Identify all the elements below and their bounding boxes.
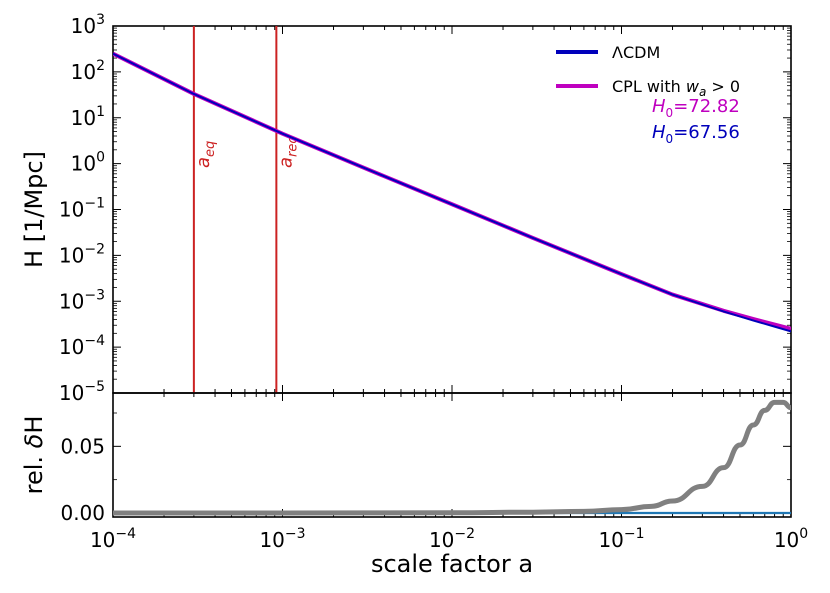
vline-label-a-eq: aeq <box>193 141 218 168</box>
y-tick-label: 0.05 <box>60 434 105 458</box>
x-tick-label: 10−3 <box>259 526 305 552</box>
y-tick-label: 10−1 <box>59 196 105 222</box>
legend-label-lcdm: ΛCDM <box>612 43 660 62</box>
x-axis-label: scale factor a <box>371 550 533 578</box>
y-tick-label: 10−4 <box>59 333 105 359</box>
bottom-y-axis-label: rel. δH <box>20 416 48 495</box>
x-tick-label: 10−1 <box>598 526 644 552</box>
series-line-lcdm <box>113 52 791 333</box>
top-y-axis-label: H [1/Mpc] <box>20 151 48 268</box>
y-tick-label: 101 <box>71 104 105 130</box>
y-tick-label: 102 <box>71 58 105 84</box>
x-tick-label: 10−2 <box>429 526 475 552</box>
y-tick-label: 10−3 <box>59 287 105 313</box>
relative-delta-h-line <box>113 399 791 516</box>
y-tick-label: 10−2 <box>59 241 105 267</box>
y-tick-label: 100 <box>71 150 105 176</box>
h0-annotation: H0=67.56 <box>652 122 740 146</box>
top-panel: 10−5 10−4 10−3 10−2 10−1 100 101 102 103 H [1/Mpc… <box>20 12 792 405</box>
y-tick-label: 103 <box>71 12 105 38</box>
x-tick-label: 10−4 <box>90 526 136 552</box>
h0-annotation: H0=72.82 <box>652 96 740 120</box>
y-tick-label: 0.00 <box>60 501 105 525</box>
bottom-plot-frame <box>112 392 792 518</box>
x-tick-label: 100 <box>774 526 808 552</box>
y-tick-label: 10−5 <box>59 379 105 405</box>
bottom-panel: 0.00 0.05 10−4 10−3 10−2 10−1 100 scale factor … <box>20 392 808 578</box>
legend-label-cpl: CPL with wa > 0 <box>612 77 740 99</box>
